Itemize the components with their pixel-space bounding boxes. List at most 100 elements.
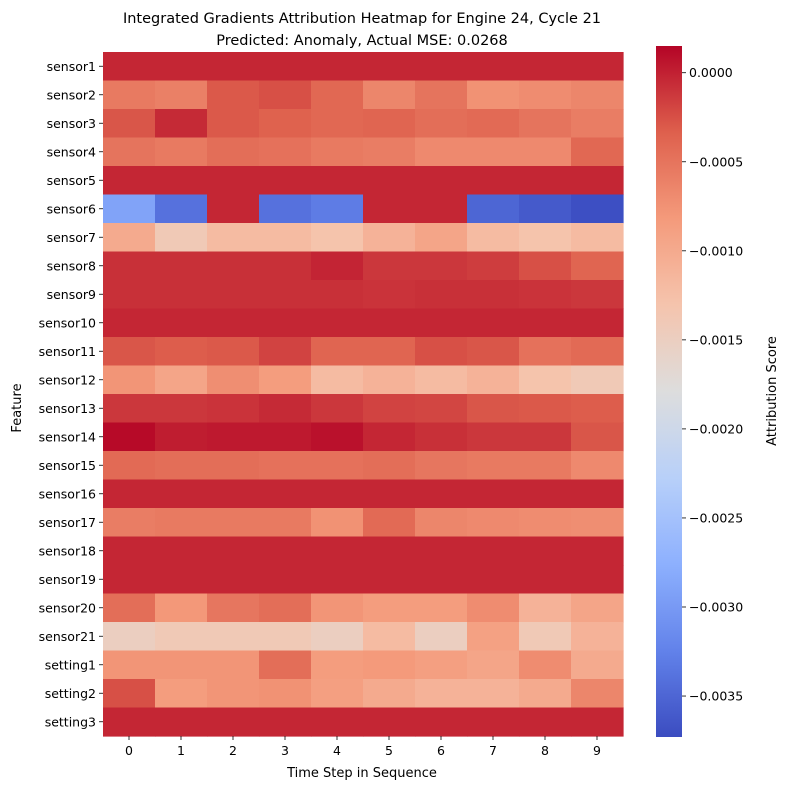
heatmap-cell <box>571 109 624 139</box>
heatmap-cell <box>415 337 468 367</box>
colorbar-tick-label: −0.0010 <box>689 243 743 258</box>
heatmap-cell <box>571 422 624 452</box>
heatmap-cell <box>415 707 468 737</box>
y-tick-label: sensor13 <box>39 401 96 416</box>
heatmap-cell <box>103 308 156 338</box>
heatmap-cell <box>259 137 312 167</box>
heatmap-cell <box>311 650 364 680</box>
heatmap-cell <box>415 536 468 566</box>
heatmap-cell <box>415 194 468 224</box>
heatmap-cell <box>155 536 208 566</box>
y-tick-label: sensor16 <box>39 486 96 501</box>
heatmap-cell <box>519 308 572 338</box>
heatmap-cell <box>519 166 572 196</box>
heatmap-cell <box>467 593 520 623</box>
heatmap-cell <box>519 422 572 452</box>
heatmap-cell <box>103 194 156 224</box>
colorbar-label: Attribution Score <box>765 336 780 446</box>
heatmap-cell <box>259 707 312 737</box>
heatmap-cell <box>571 280 624 310</box>
heatmap-cell <box>259 166 312 196</box>
heatmap-cell <box>311 52 364 82</box>
heatmap-cell <box>311 166 364 196</box>
y-tick-label: sensor9 <box>47 287 96 302</box>
heatmap-cell <box>103 280 156 310</box>
heatmap-cell <box>467 536 520 566</box>
x-tick-label: 7 <box>489 743 497 758</box>
y-tick-label: setting1 <box>45 657 96 672</box>
heatmap-cell <box>155 593 208 623</box>
heatmap-cell <box>103 479 156 509</box>
heatmap-cell <box>155 52 208 82</box>
heatmap-cell <box>311 593 364 623</box>
heatmap-cell <box>207 137 260 167</box>
heatmap-cell <box>103 137 156 167</box>
heatmap-cell <box>103 251 156 281</box>
x-tick-label: 9 <box>593 743 601 758</box>
y-tick-label: sensor1 <box>47 59 96 74</box>
heatmap-cell <box>155 707 208 737</box>
heatmap-cell <box>363 622 416 652</box>
heatmap-cell <box>571 707 624 737</box>
heatmap-cell <box>207 166 260 196</box>
heatmap-cell <box>259 109 312 139</box>
x-tick-label: 1 <box>177 743 185 758</box>
colorbar-tick-label: 0.0000 <box>689 65 733 80</box>
y-tick-label: sensor21 <box>39 629 96 644</box>
heatmap-cell <box>103 622 156 652</box>
heatmap-cell <box>519 194 572 224</box>
heatmap-cell <box>467 622 520 652</box>
heatmap-cell <box>519 280 572 310</box>
y-tick-label: sensor5 <box>47 173 96 188</box>
heatmap-cell <box>363 223 416 253</box>
heatmap-cell <box>363 337 416 367</box>
heatmap-cell <box>103 679 156 709</box>
heatmap-cell <box>467 707 520 737</box>
heatmap-cell <box>311 479 364 509</box>
heatmap-cell <box>415 280 468 310</box>
heatmap-cell <box>467 52 520 82</box>
heatmap-cell <box>207 565 260 595</box>
heatmap-cell <box>207 80 260 110</box>
x-tick-label: 0 <box>125 743 133 758</box>
heatmap-cell <box>311 394 364 424</box>
heatmap-cell <box>207 707 260 737</box>
heatmap-cell <box>259 565 312 595</box>
heatmap-cell <box>103 337 156 367</box>
y-tick-label: sensor3 <box>47 116 96 131</box>
heatmap-cell <box>519 650 572 680</box>
heatmap-cell <box>363 422 416 452</box>
heatmap-cell <box>571 52 624 82</box>
heatmap-cell <box>207 337 260 367</box>
heatmap-cell <box>155 394 208 424</box>
y-tick-label: sensor7 <box>47 230 96 245</box>
heatmap-cells <box>103 52 624 737</box>
heatmap-cell <box>207 280 260 310</box>
heatmap-cell <box>259 679 312 709</box>
heatmap-cell <box>363 365 416 395</box>
colorbar-tick-label: −0.0005 <box>689 154 743 169</box>
heatmap-cell <box>415 650 468 680</box>
heatmap-cell <box>571 365 624 395</box>
heatmap-cell <box>207 622 260 652</box>
heatmap-cell <box>311 251 364 281</box>
heatmap-cell <box>519 707 572 737</box>
heatmap-cell <box>415 109 468 139</box>
heatmap-cell <box>571 593 624 623</box>
heatmap-cell <box>415 622 468 652</box>
heatmap-cell <box>467 422 520 452</box>
heatmap-cell <box>467 109 520 139</box>
heatmap-cell <box>363 137 416 167</box>
heatmap-cell <box>207 679 260 709</box>
heatmap-cell <box>103 565 156 595</box>
heatmap-cell <box>415 80 468 110</box>
heatmap-cell <box>415 251 468 281</box>
heatmap-cell <box>311 451 364 481</box>
heatmap-cell <box>259 593 312 623</box>
heatmap-cell <box>363 251 416 281</box>
heatmap-cell <box>571 650 624 680</box>
colorbar-tick-label: −0.0020 <box>689 421 743 436</box>
heatmap-cell <box>103 109 156 139</box>
heatmap-cell <box>571 565 624 595</box>
heatmap-cell <box>259 508 312 538</box>
